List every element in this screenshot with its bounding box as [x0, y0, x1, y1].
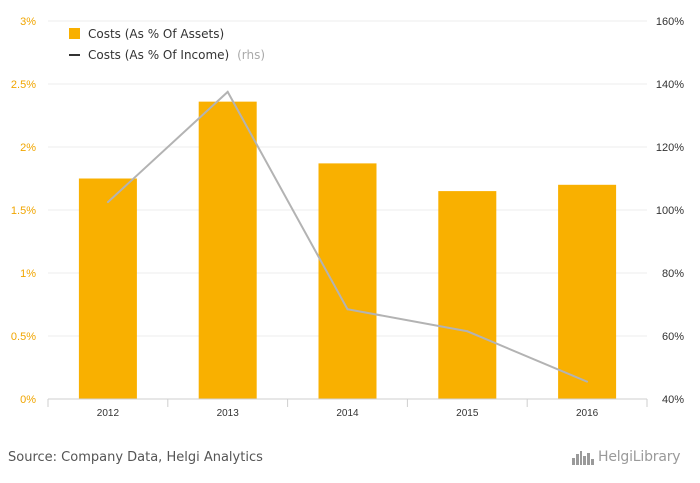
x-tick-label: 2013	[217, 408, 240, 419]
right-tick-label: 40%	[662, 394, 684, 406]
right-axis-ticks: 40% 60% 80% 100% 120% 140% 160%	[656, 16, 684, 406]
left-axis-ticks: 0% 0.5% 1% 1.5% 2% 2.5% 3%	[11, 16, 36, 406]
legend-rhs-suffix: (rhs)	[237, 48, 265, 62]
x-tick-label: 2015	[456, 408, 479, 419]
source-note: Source: Company Data, Helgi Analytics	[8, 450, 263, 465]
helgi-library-logo[interactable]: HelgiLibrary	[572, 449, 681, 465]
x-axis-ticks: 2012 2013 2014 2015 2016	[97, 408, 599, 419]
right-tick-label: 80%	[662, 268, 684, 280]
x-tick-label: 2016	[576, 408, 599, 419]
left-tick-label: 0.5%	[11, 331, 36, 343]
bar-2013[interactable]	[198, 101, 257, 399]
left-tick-label: 3%	[20, 16, 36, 28]
right-tick-label: 100%	[656, 205, 684, 217]
legend-label-line: Costs (As % Of Income) (rhs)	[88, 48, 265, 62]
bar-2015[interactable]	[438, 191, 497, 399]
chart: 0% 0.5% 1% 1.5% 2% 2.5% 3% 40% 60% 80% 100% 120% 14…	[11, 16, 684, 419]
left-tick-label: 1.5%	[11, 205, 36, 217]
logo-text: HelgiLibrary	[598, 449, 681, 465]
line-point-2012[interactable]	[106, 201, 109, 204]
line-point-2013[interactable]	[226, 90, 229, 93]
right-tick-label: 160%	[656, 16, 684, 28]
left-tick-label: 1%	[20, 268, 36, 280]
axes	[47, 398, 648, 407]
bar-2012[interactable]	[78, 178, 137, 400]
bar-series	[78, 101, 617, 400]
line-point-2014[interactable]	[346, 308, 349, 311]
left-tick-label: 2%	[20, 142, 36, 154]
skyline-icon	[572, 451, 594, 465]
bar-2016[interactable]	[558, 184, 617, 399]
x-tick-label: 2012	[97, 408, 120, 419]
x-tick-label: 2014	[336, 408, 359, 419]
line-series	[106, 90, 589, 383]
right-tick-label: 60%	[662, 331, 684, 343]
legend[interactable]: Costs (As % Of Assets) Costs (As % Of In…	[69, 27, 265, 62]
legend-label-bar: Costs (As % Of Assets)	[88, 27, 224, 41]
legend-swatch-line	[69, 54, 80, 56]
left-tick-label: 2.5%	[11, 79, 36, 91]
left-tick-label: 0%	[20, 394, 36, 406]
right-tick-label: 140%	[656, 79, 684, 91]
line-point-2016[interactable]	[586, 380, 589, 383]
legend-line-name: Costs (As % Of Income)	[88, 48, 229, 62]
bar-2014[interactable]	[318, 163, 377, 399]
legend-swatch-bar	[69, 28, 80, 39]
right-tick-label: 120%	[656, 142, 684, 154]
line-point-2015[interactable]	[466, 330, 469, 333]
